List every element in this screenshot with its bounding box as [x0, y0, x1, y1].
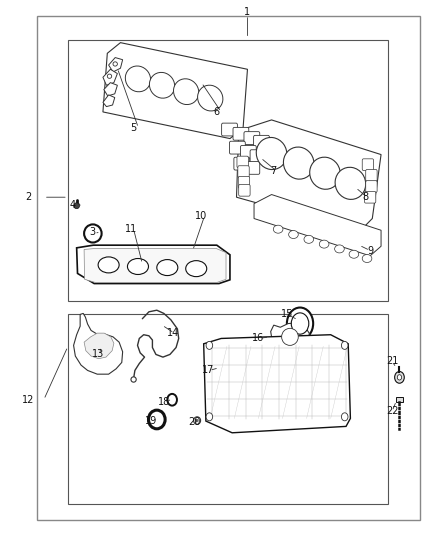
FancyBboxPatch shape: [244, 161, 260, 174]
Text: 16: 16: [252, 334, 265, 343]
FancyBboxPatch shape: [237, 156, 248, 168]
Ellipse shape: [196, 419, 198, 422]
Text: 8: 8: [363, 192, 369, 202]
FancyBboxPatch shape: [362, 159, 374, 171]
Ellipse shape: [113, 62, 117, 66]
FancyBboxPatch shape: [366, 181, 377, 192]
Ellipse shape: [319, 240, 329, 248]
Ellipse shape: [125, 66, 151, 92]
Ellipse shape: [335, 245, 344, 253]
Text: 2: 2: [25, 192, 32, 202]
FancyBboxPatch shape: [366, 169, 377, 181]
FancyBboxPatch shape: [230, 141, 245, 154]
Polygon shape: [109, 58, 123, 72]
Ellipse shape: [289, 230, 298, 239]
FancyBboxPatch shape: [238, 166, 249, 177]
Bar: [37, 16, 420, 520]
Text: 19: 19: [145, 416, 157, 426]
Ellipse shape: [291, 313, 309, 334]
Text: 14: 14: [167, 328, 179, 338]
Polygon shape: [204, 335, 350, 433]
FancyBboxPatch shape: [244, 132, 260, 144]
Polygon shape: [84, 248, 226, 282]
Text: 3: 3: [89, 227, 95, 237]
Text: 5: 5: [131, 123, 137, 133]
Ellipse shape: [84, 224, 102, 243]
Ellipse shape: [149, 72, 175, 98]
Text: 12: 12: [22, 395, 35, 405]
Polygon shape: [237, 120, 381, 232]
FancyBboxPatch shape: [233, 127, 249, 140]
Text: 10: 10: [195, 211, 208, 221]
Bar: [68, 40, 388, 301]
Ellipse shape: [362, 255, 372, 263]
Ellipse shape: [167, 394, 177, 406]
Ellipse shape: [273, 225, 283, 233]
Polygon shape: [74, 313, 123, 374]
FancyBboxPatch shape: [364, 191, 376, 203]
Ellipse shape: [107, 74, 112, 78]
Polygon shape: [103, 43, 247, 139]
Ellipse shape: [342, 413, 348, 421]
Ellipse shape: [127, 259, 148, 274]
Text: 21: 21: [386, 357, 398, 366]
Text: 11: 11: [125, 224, 138, 234]
FancyBboxPatch shape: [240, 146, 256, 158]
FancyBboxPatch shape: [238, 176, 250, 188]
Ellipse shape: [74, 203, 79, 208]
Ellipse shape: [282, 328, 298, 345]
Text: 6: 6: [214, 107, 220, 117]
Text: 17: 17: [202, 366, 214, 375]
Polygon shape: [77, 245, 230, 284]
Ellipse shape: [310, 157, 340, 189]
Polygon shape: [103, 95, 115, 107]
Ellipse shape: [304, 235, 314, 243]
Ellipse shape: [157, 260, 178, 276]
Text: 9: 9: [367, 246, 373, 255]
Ellipse shape: [173, 79, 199, 104]
FancyBboxPatch shape: [239, 184, 250, 196]
Text: 7: 7: [271, 166, 277, 175]
Ellipse shape: [395, 372, 404, 383]
Ellipse shape: [131, 377, 136, 382]
Ellipse shape: [206, 342, 213, 350]
Ellipse shape: [335, 167, 366, 199]
Polygon shape: [104, 83, 117, 96]
Polygon shape: [271, 323, 309, 352]
Text: 13: 13: [92, 350, 105, 359]
Ellipse shape: [186, 261, 207, 277]
FancyBboxPatch shape: [222, 123, 237, 136]
FancyBboxPatch shape: [250, 150, 266, 163]
Ellipse shape: [397, 375, 402, 380]
FancyBboxPatch shape: [254, 135, 269, 148]
Ellipse shape: [170, 397, 175, 403]
Bar: [68, 314, 388, 504]
Ellipse shape: [87, 228, 99, 239]
Text: 20: 20: [189, 417, 201, 427]
Ellipse shape: [283, 147, 314, 179]
Ellipse shape: [256, 138, 287, 169]
Polygon shape: [84, 333, 114, 359]
Bar: [396, 397, 403, 402]
Polygon shape: [254, 195, 381, 256]
Ellipse shape: [198, 85, 223, 111]
Ellipse shape: [349, 250, 359, 258]
Text: 15: 15: [281, 310, 293, 319]
Text: 22: 22: [386, 407, 398, 416]
Ellipse shape: [98, 257, 119, 273]
Ellipse shape: [206, 413, 213, 421]
FancyBboxPatch shape: [234, 157, 250, 170]
Ellipse shape: [194, 417, 201, 424]
Ellipse shape: [148, 410, 165, 429]
Polygon shape: [103, 69, 117, 85]
Text: 18: 18: [158, 398, 170, 407]
Ellipse shape: [342, 342, 348, 350]
Text: 1: 1: [244, 7, 251, 17]
Ellipse shape: [287, 308, 313, 340]
Text: 4: 4: [69, 200, 75, 210]
